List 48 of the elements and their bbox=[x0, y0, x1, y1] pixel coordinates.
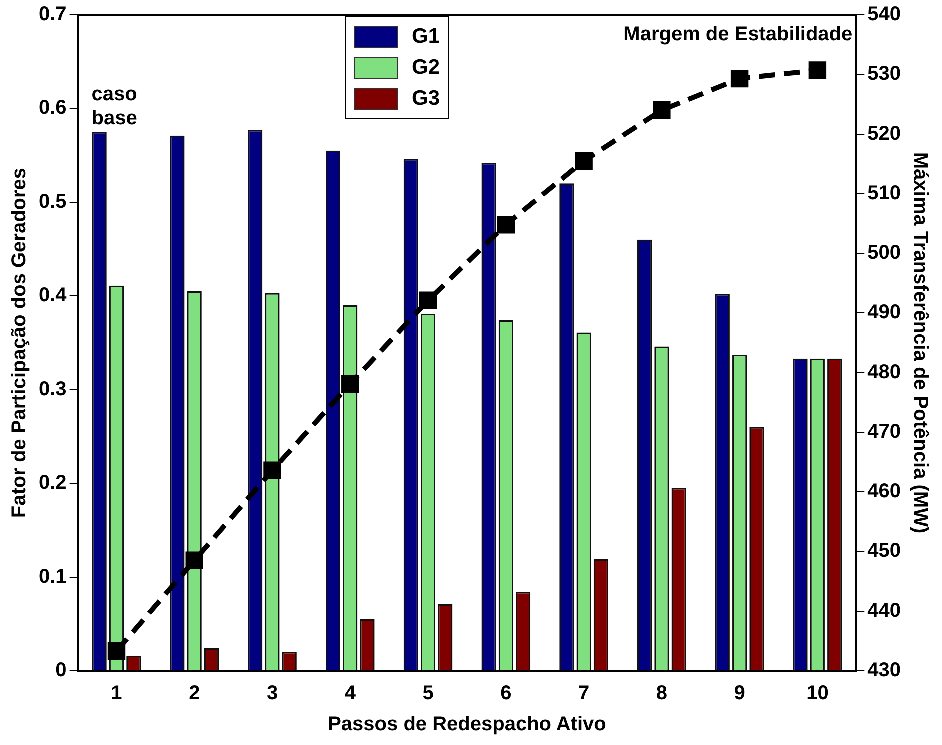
x-tick-label: 7 bbox=[578, 682, 590, 705]
y-tick-label: 0.3 bbox=[38, 378, 67, 400]
point bbox=[653, 102, 671, 120]
y2-tick-label: 470 bbox=[868, 420, 902, 443]
point bbox=[730, 70, 749, 88]
x-tick-label: 10 bbox=[806, 682, 829, 705]
y2-tick-label: 510 bbox=[868, 182, 902, 204]
point bbox=[808, 62, 827, 80]
y-tick-label: 0.7 bbox=[38, 4, 67, 26]
point bbox=[497, 216, 516, 234]
y2-tick-label: 430 bbox=[868, 660, 902, 682]
y2-tick-label: 540 bbox=[868, 4, 902, 26]
y-tick-label: 0.5 bbox=[38, 190, 67, 213]
point bbox=[186, 552, 204, 570]
x-tick-label: 8 bbox=[656, 682, 668, 705]
y2-tick-label: 530 bbox=[868, 63, 902, 86]
x-tick-label: 9 bbox=[734, 682, 746, 705]
y-tick-label: 0.4 bbox=[38, 284, 68, 307]
legend-label: G2 bbox=[412, 56, 440, 80]
x-tick-label: 2 bbox=[189, 682, 200, 705]
y-tick-label: 0 bbox=[56, 660, 67, 682]
y-axis-title: Fator de Participação dos Geradores bbox=[8, 168, 31, 518]
point bbox=[342, 375, 360, 394]
y-tick-label: 0.1 bbox=[38, 566, 67, 588]
point bbox=[264, 462, 282, 480]
x-tick-label: 5 bbox=[422, 682, 434, 705]
x-tick-label: 4 bbox=[344, 682, 357, 705]
x-tick-label: 6 bbox=[500, 682, 512, 705]
y2-tick-label: 500 bbox=[868, 242, 902, 264]
y2-tick-label: 450 bbox=[868, 540, 902, 562]
x-axis-title: Passos de Redespacho Ativo bbox=[328, 714, 606, 736]
y2-tick-label: 460 bbox=[868, 480, 902, 503]
y2-tick-label: 480 bbox=[868, 361, 902, 384]
y2-tick-label: 440 bbox=[868, 600, 902, 622]
legend-label: G3 bbox=[412, 86, 440, 110]
x-tick-label: 3 bbox=[266, 682, 278, 705]
y2-tick-label: 490 bbox=[868, 302, 902, 324]
annotation: Margem de Estabilidade bbox=[624, 24, 853, 46]
y2-tick-label: 520 bbox=[868, 122, 902, 145]
y-tick-label: 0.2 bbox=[38, 472, 67, 494]
y-tick-label: 0.6 bbox=[38, 97, 67, 120]
x-tick-label: 1 bbox=[111, 682, 122, 705]
point bbox=[419, 292, 438, 310]
point bbox=[108, 642, 126, 660]
annotation: caso base bbox=[92, 84, 138, 130]
point bbox=[575, 152, 593, 170]
y2-axis-title: Máxima Transferência de Potência (MW) bbox=[909, 152, 932, 534]
legend-label: G1 bbox=[412, 24, 440, 48]
